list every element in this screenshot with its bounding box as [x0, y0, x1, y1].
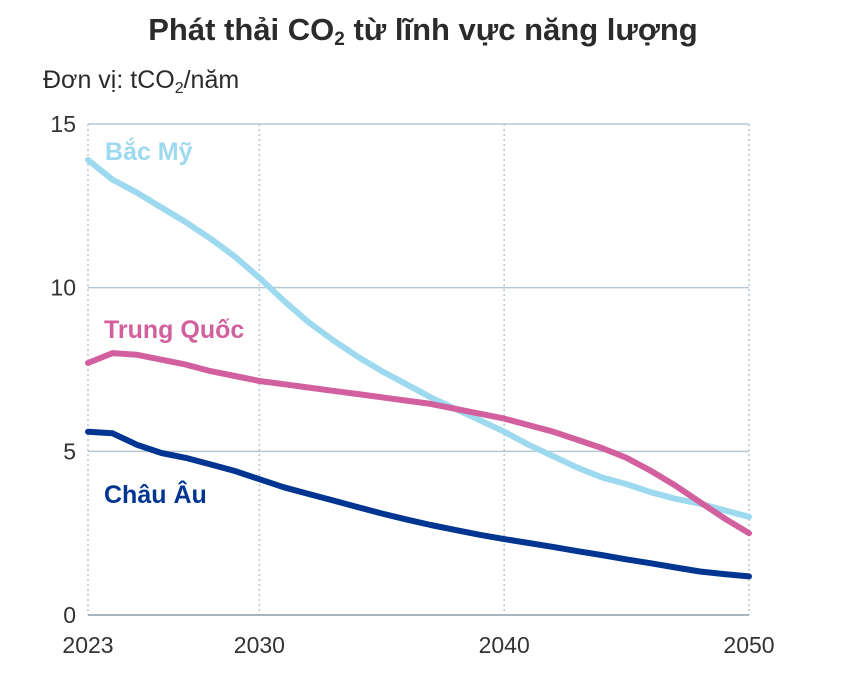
- grid: [87, 123, 750, 616]
- x-tick-label: 2030: [234, 632, 285, 658]
- series-labels: Bắc Mỹ Trung Quốc Châu Âu: [104, 136, 244, 509]
- series-label-1: Bắc Mỹ: [105, 136, 193, 166]
- x-tick-label: 2040: [479, 632, 530, 658]
- y-tick-label: 5: [63, 438, 76, 464]
- y-tick-label: 0: [63, 602, 76, 628]
- chart-title: Phát thải CO2 từ lĩnh vực năng lượng: [148, 12, 698, 50]
- y-tick-label: 10: [50, 275, 76, 301]
- series-lines: [85, 157, 752, 580]
- series-line-2: [85, 350, 752, 537]
- y-axis-unit-label: Đơn vị: tCO2/năm: [43, 66, 240, 97]
- x-tick-label: 2023: [62, 632, 113, 658]
- axis-ticks: 0 5 10 15 2023 2030 2040 2050: [50, 111, 774, 658]
- y-tick-label: 15: [50, 111, 76, 137]
- series-label-3: Châu Âu: [104, 479, 207, 509]
- x-tick-label: 2050: [723, 632, 774, 658]
- series-line-1: [85, 157, 752, 520]
- series-line-3: [85, 428, 752, 580]
- series-label-2: Trung Quốc: [104, 316, 244, 344]
